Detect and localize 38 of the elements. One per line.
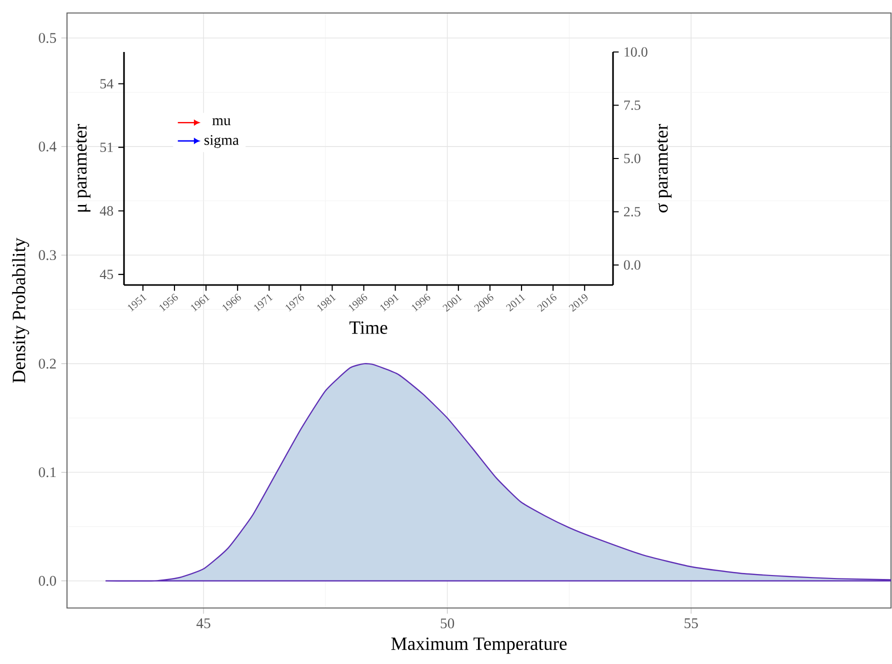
x-tick-label: 1961: [190, 294, 210, 312]
y2-tick-label: 10.0: [624, 47, 648, 57]
y-axis-title: Density Probability: [12, 238, 30, 383]
y2-axis-title: σ parameter: [657, 124, 672, 212]
x-tick-label: 1951: [128, 294, 147, 312]
x-tick-label: 1981: [317, 294, 336, 312]
x-axis-title: Time: [349, 321, 388, 334]
x-axis-title: Maximum Temperature: [391, 637, 567, 654]
x-tick-label: 2011: [506, 294, 526, 312]
y-tick-label: 0.3: [38, 250, 56, 260]
x-tick-label: 1971: [254, 294, 273, 312]
x-tick-label: 2019: [568, 294, 588, 312]
x-tick-label: 1976: [286, 294, 304, 312]
y2-tick-label: 7.5: [624, 100, 640, 110]
x-tick-label: 1966: [222, 294, 241, 312]
x-tick-label: 1956: [159, 294, 178, 312]
y-tick-label: 0.0: [38, 576, 56, 586]
y2-tick-label: 5.0: [624, 154, 640, 164]
x-tick-label: 45: [196, 618, 210, 628]
y-tick-label: 0.1: [38, 467, 56, 478]
y-tick-label: 48: [100, 206, 114, 216]
x-tick-label: 2001: [442, 294, 462, 312]
y-tick-label: 0.4: [38, 142, 56, 152]
x-tick-label: 50: [440, 618, 454, 628]
x-tick-label: 1991: [380, 294, 400, 312]
legend-label: sigma: [204, 135, 239, 148]
x-tick-label: 1996: [412, 294, 430, 312]
x-tick-label: 55: [684, 618, 698, 628]
y2-tick-label: 2.5: [624, 207, 640, 216]
y-axis-title: μ parameter: [76, 124, 90, 212]
y-tick-label: 45: [100, 270, 114, 280]
y-tick-label: 51: [100, 142, 113, 152]
y-tick-label: 0.2: [38, 358, 56, 369]
x-tick-label: 1986: [348, 294, 368, 312]
y-tick-label: 0.5: [38, 33, 56, 43]
legend-label: mu: [212, 118, 231, 126]
y-tick-label: 54: [100, 79, 114, 88]
y2-tick-label: 0.0: [624, 260, 640, 270]
